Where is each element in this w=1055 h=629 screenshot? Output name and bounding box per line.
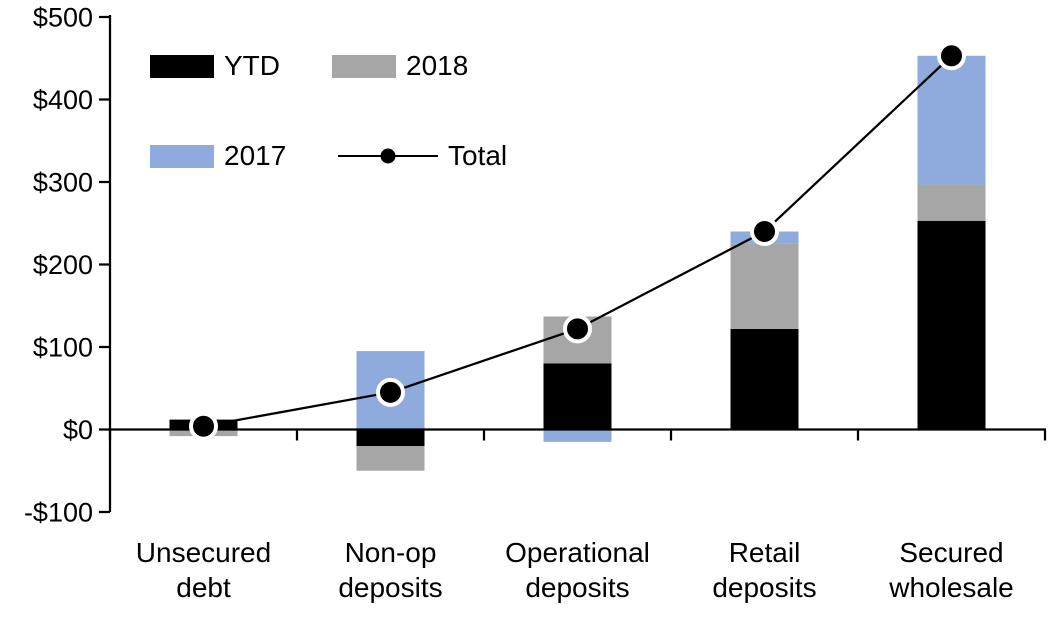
total-marker-3 bbox=[750, 217, 779, 246]
category-label-4-line-0: Secured bbox=[899, 537, 1003, 568]
category-label-4-line-1: wholesale bbox=[888, 572, 1014, 603]
category-label-1-line-0: Non-op bbox=[345, 537, 437, 568]
bar-segment-ytd-1 bbox=[356, 429, 425, 446]
legend-item-2018: 2018 bbox=[332, 52, 468, 80]
category-label-2-line-0: Operational bbox=[505, 537, 650, 568]
legend-total-dot-icon bbox=[380, 148, 396, 164]
bar-segment-ytd-2 bbox=[543, 363, 612, 430]
legend-label-2017: 2017 bbox=[224, 140, 287, 171]
bar-segment-2017-2 bbox=[543, 429, 612, 442]
legend-item-total: Total bbox=[338, 142, 507, 170]
y-tick-label-400: $400 bbox=[33, 85, 93, 115]
total-marker-1 bbox=[376, 377, 405, 407]
bar-segment-2017-4 bbox=[917, 55, 986, 185]
category-label-2-line-1: deposits bbox=[525, 572, 629, 603]
y-tick-label-100: $100 bbox=[33, 333, 93, 363]
legend-label-total: Total bbox=[448, 140, 508, 171]
total-marker-2 bbox=[563, 314, 592, 344]
legend-item-ytd: YTD bbox=[150, 52, 280, 80]
bar-segment-2018-3 bbox=[730, 243, 799, 329]
category-label-0-line-0: Unsecured bbox=[136, 537, 271, 568]
y-tick-label-200: $200 bbox=[33, 250, 93, 280]
bar-segment-2018-4 bbox=[917, 184, 986, 221]
legend-label-ytd: YTD bbox=[224, 50, 280, 81]
category-label-3-line-0: Retail bbox=[729, 537, 801, 568]
legend-item-2017: 2017 bbox=[150, 142, 286, 170]
legend-label-2018: 2018 bbox=[406, 50, 469, 81]
y-tick-label--100: -$100 bbox=[24, 498, 93, 528]
y-tick-label-300: $300 bbox=[33, 168, 93, 198]
legend-swatch-ytd bbox=[150, 54, 214, 78]
legend-total-line-marker bbox=[338, 148, 438, 164]
bar-segment-2018-1 bbox=[356, 446, 425, 471]
bar-segment-ytd-3 bbox=[730, 328, 799, 430]
bar-segment-ytd-4 bbox=[917, 220, 986, 430]
total-marker-0 bbox=[189, 411, 218, 441]
y-tick-label-0: $0 bbox=[63, 415, 93, 445]
category-label-0-line-1: debt bbox=[176, 572, 231, 603]
legend-swatch-2018 bbox=[332, 54, 396, 78]
total-marker-4 bbox=[937, 41, 966, 71]
legend-swatch-2017 bbox=[150, 144, 214, 168]
category-label-3-line-1: deposits bbox=[712, 572, 816, 603]
category-label-1-line-1: deposits bbox=[338, 572, 442, 603]
y-tick-label-500: $500 bbox=[33, 3, 93, 33]
